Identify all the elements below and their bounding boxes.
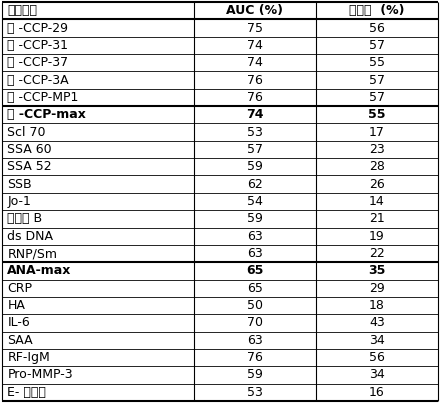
Text: 56: 56 [369, 21, 385, 35]
Text: 19: 19 [369, 230, 385, 243]
Text: 57: 57 [369, 91, 385, 104]
Text: 35: 35 [368, 264, 385, 277]
Text: 28: 28 [369, 160, 385, 173]
Text: 70: 70 [247, 316, 263, 329]
Text: Pro-MMP-3: Pro-MMP-3 [7, 368, 73, 382]
Text: 55: 55 [369, 56, 385, 69]
Text: 34: 34 [369, 334, 385, 347]
Text: SSA 52: SSA 52 [7, 160, 52, 173]
Text: 29: 29 [369, 282, 385, 295]
Text: ANA-max: ANA-max [7, 264, 72, 277]
Text: 57: 57 [369, 74, 385, 87]
Text: AUC (%): AUC (%) [226, 4, 283, 17]
Text: 65: 65 [247, 282, 263, 295]
Text: 74: 74 [247, 39, 263, 52]
Text: RF-IgM: RF-IgM [7, 351, 50, 364]
Text: 23: 23 [369, 143, 385, 156]
Text: 76: 76 [247, 351, 263, 364]
Text: 抗 -CCP-max: 抗 -CCP-max [7, 108, 86, 121]
Text: IL-6: IL-6 [7, 316, 30, 329]
Text: ds DNA: ds DNA [7, 230, 53, 243]
Text: 57: 57 [369, 39, 385, 52]
Text: 53: 53 [247, 386, 263, 399]
Text: 抗 -CCP-29: 抗 -CCP-29 [7, 21, 69, 35]
Text: 18: 18 [369, 299, 385, 312]
Text: 63: 63 [247, 247, 263, 260]
Text: 59: 59 [247, 368, 263, 382]
Text: 43: 43 [369, 316, 385, 329]
Text: SSA 60: SSA 60 [7, 143, 52, 156]
Text: 50: 50 [247, 299, 263, 312]
Text: 敏感度  (%): 敏感度 (%) [349, 4, 404, 17]
Text: 16: 16 [369, 386, 385, 399]
Text: 22: 22 [369, 247, 385, 260]
Text: 53: 53 [247, 126, 263, 139]
Text: 抗 -CCP-MP1: 抗 -CCP-MP1 [7, 91, 79, 104]
Text: E- 选择素: E- 选择素 [7, 386, 46, 399]
Text: RNP/Sm: RNP/Sm [7, 247, 58, 260]
Text: 54: 54 [247, 195, 263, 208]
Text: 34: 34 [369, 368, 385, 382]
Text: 65: 65 [246, 264, 264, 277]
Text: 57: 57 [247, 143, 263, 156]
Text: 单一标记: 单一标记 [7, 4, 37, 17]
Text: 59: 59 [247, 160, 263, 173]
Text: 63: 63 [247, 230, 263, 243]
Text: 14: 14 [369, 195, 385, 208]
Text: 着丝粒 B: 着丝粒 B [7, 212, 43, 225]
Text: 抗 -CCP-31: 抗 -CCP-31 [7, 39, 69, 52]
Text: 62: 62 [247, 178, 263, 191]
Text: SAA: SAA [7, 334, 33, 347]
Text: 抗 -CCP-37: 抗 -CCP-37 [7, 56, 69, 69]
Text: 21: 21 [369, 212, 385, 225]
Text: Scl 70: Scl 70 [7, 126, 46, 139]
Text: 75: 75 [247, 21, 263, 35]
Text: 74: 74 [247, 56, 263, 69]
Text: 抗 -CCP-3A: 抗 -CCP-3A [7, 74, 69, 87]
Text: 63: 63 [247, 334, 263, 347]
Text: CRP: CRP [7, 282, 33, 295]
Text: 76: 76 [247, 91, 263, 104]
Text: 74: 74 [246, 108, 264, 121]
Text: 56: 56 [369, 351, 385, 364]
Text: 59: 59 [247, 212, 263, 225]
Text: 26: 26 [369, 178, 385, 191]
Text: 76: 76 [247, 74, 263, 87]
Text: 17: 17 [369, 126, 385, 139]
Text: SSB: SSB [7, 178, 32, 191]
Text: HA: HA [7, 299, 26, 312]
Text: Jo-1: Jo-1 [7, 195, 31, 208]
Text: 55: 55 [368, 108, 385, 121]
